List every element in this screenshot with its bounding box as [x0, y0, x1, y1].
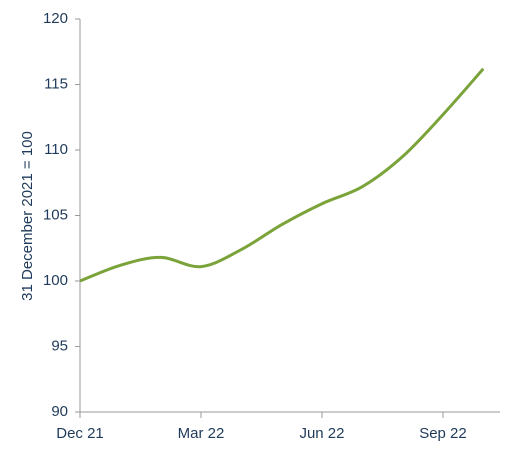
line-series [79, 67, 485, 283]
x-tick-label: Dec 21 [56, 425, 104, 442]
y-axis-label: 31 December 2021 = 100 [19, 131, 36, 301]
y-tick-label: 115 [44, 75, 68, 92]
y-tick-label: 120 [43, 10, 68, 27]
y-tick-label: 105 [43, 206, 68, 223]
y-tick-label: 100 [43, 272, 68, 289]
y-tick-label: 110 [44, 141, 68, 158]
y-tick-label: 90 [51, 403, 68, 420]
x-tick-label: Jun 22 [299, 425, 344, 442]
x-tick-label: Sep 22 [419, 425, 467, 442]
y-tick-label: 95 [51, 337, 68, 354]
x-tick-label: Mar 22 [178, 425, 225, 442]
